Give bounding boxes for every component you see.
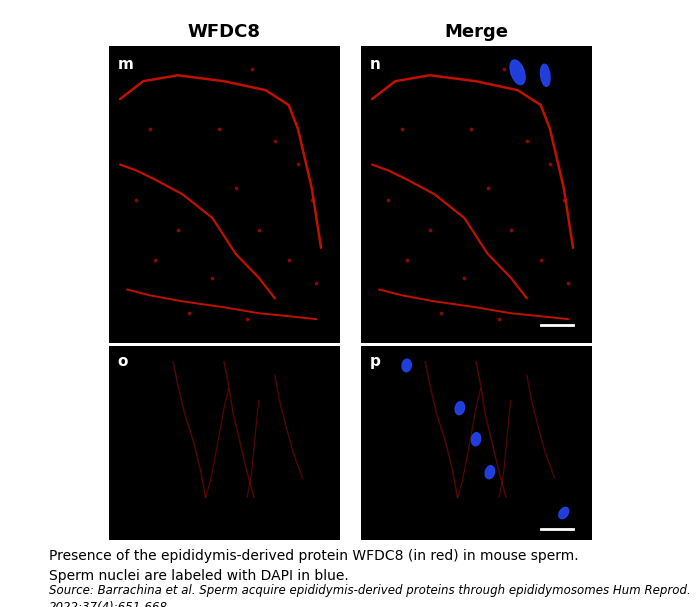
Text: Merge: Merge [444,323,508,341]
Text: Merge: Merge [444,22,508,41]
Ellipse shape [559,507,569,519]
Ellipse shape [455,402,465,415]
Text: o: o [118,354,128,369]
Ellipse shape [510,60,525,84]
Ellipse shape [471,433,481,446]
Text: Presence of the epididymis-derived protein WFDC8 (in red) in mouse sperm.
Sperm : Presence of the epididymis-derived prote… [49,549,579,583]
Text: n: n [370,58,381,72]
Text: WFDC8: WFDC8 [188,22,260,41]
Text: Source: Barrachina et al. Sperm acquire epididymis-derived proteins through epid: Source: Barrachina et al. Sperm acquire … [49,584,691,607]
Ellipse shape [485,466,495,479]
Ellipse shape [402,359,412,371]
Ellipse shape [540,64,550,86]
Text: m: m [118,58,134,72]
Text: p: p [370,354,381,369]
Text: Negative control: Negative control [140,323,308,341]
